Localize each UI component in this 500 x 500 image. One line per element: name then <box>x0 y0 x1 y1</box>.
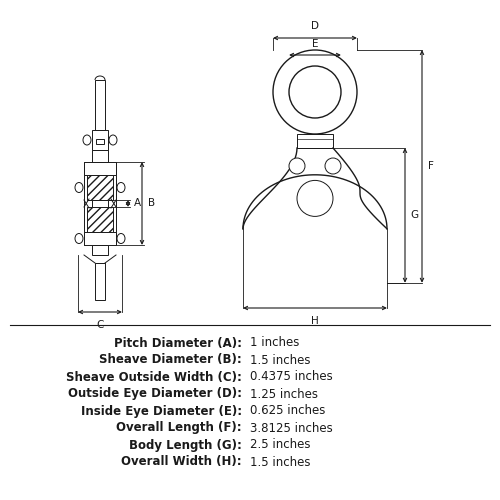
Text: Pitch Diameter (A):: Pitch Diameter (A): <box>114 336 242 349</box>
Text: H: H <box>311 316 319 326</box>
Circle shape <box>289 66 341 118</box>
Bar <box>84 162 116 175</box>
Bar <box>87 207 113 232</box>
Text: 0.625 inches: 0.625 inches <box>250 404 326 417</box>
Circle shape <box>289 158 305 174</box>
Text: E: E <box>312 39 318 49</box>
Text: 1 inches: 1 inches <box>250 336 300 349</box>
Ellipse shape <box>117 182 125 192</box>
Bar <box>95 263 105 300</box>
Text: Outside Eye Diameter (D):: Outside Eye Diameter (D): <box>68 388 242 400</box>
Circle shape <box>325 158 341 174</box>
Text: Sheave Diameter (B):: Sheave Diameter (B): <box>99 354 242 366</box>
Text: Body Length (G):: Body Length (G): <box>129 438 242 452</box>
Text: C: C <box>96 320 103 330</box>
Text: G: G <box>410 210 418 220</box>
Text: Sheave Outside Width (C):: Sheave Outside Width (C): <box>66 370 242 384</box>
Text: A: A <box>134 198 141 208</box>
Bar <box>84 232 116 245</box>
Bar <box>92 245 108 255</box>
Text: F: F <box>428 162 434 172</box>
Text: 1.25 inches: 1.25 inches <box>250 388 318 400</box>
Bar <box>96 139 104 144</box>
Polygon shape <box>243 148 387 229</box>
Bar <box>92 150 108 162</box>
Text: Overall Width (H):: Overall Width (H): <box>122 456 242 468</box>
Text: 3.8125 inches: 3.8125 inches <box>250 422 333 434</box>
Text: Overall Length (F):: Overall Length (F): <box>116 422 242 434</box>
Ellipse shape <box>75 234 83 243</box>
Bar <box>297 134 333 148</box>
Circle shape <box>273 50 357 134</box>
Text: Inside Eye Diameter (E):: Inside Eye Diameter (E): <box>81 404 242 417</box>
Text: 1.5 inches: 1.5 inches <box>250 354 310 366</box>
Text: 1.5 inches: 1.5 inches <box>250 456 310 468</box>
Ellipse shape <box>109 135 117 145</box>
Circle shape <box>297 180 333 216</box>
Bar <box>87 175 113 200</box>
Bar <box>92 130 108 150</box>
Text: D: D <box>311 21 319 31</box>
Ellipse shape <box>117 234 125 243</box>
Bar <box>92 200 108 207</box>
Bar <box>95 80 105 130</box>
Text: B: B <box>148 198 155 208</box>
Text: 2.5 inches: 2.5 inches <box>250 438 310 452</box>
Text: 0.4375 inches: 0.4375 inches <box>250 370 333 384</box>
Ellipse shape <box>75 182 83 192</box>
Ellipse shape <box>83 135 91 145</box>
